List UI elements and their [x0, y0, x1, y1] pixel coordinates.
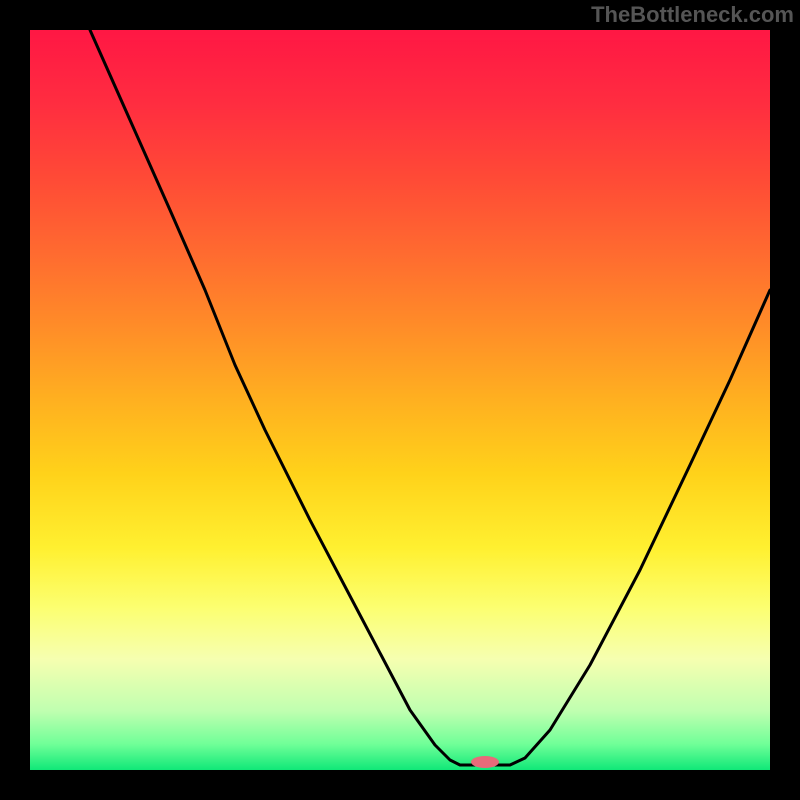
bottleneck-chart — [0, 0, 800, 800]
plot-background — [30, 30, 770, 770]
optimum-marker — [471, 756, 499, 768]
watermark-text: TheBottleneck.com — [591, 2, 794, 28]
chart-container: TheBottleneck.com — [0, 0, 800, 800]
